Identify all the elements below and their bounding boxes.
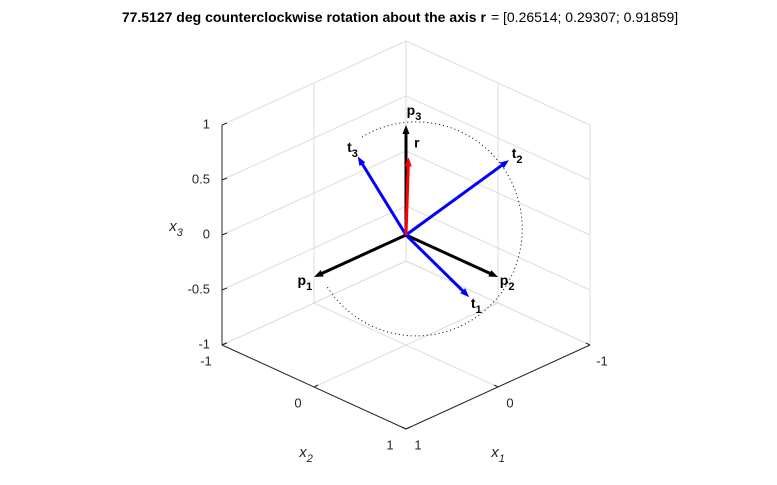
grid-line [405, 150, 591, 236]
y-tick-label: 1 [386, 437, 393, 452]
z-tick-label: 0 [203, 226, 210, 241]
vector-label-sub: 1 [476, 304, 482, 316]
vector-label: p1 [298, 272, 313, 293]
grid-line [221, 40, 407, 126]
vector-shaft [405, 161, 507, 237]
tick-mark [313, 384, 319, 388]
grid-line [221, 95, 407, 181]
grid-line [405, 95, 591, 181]
grid-line [405, 260, 591, 346]
grid-line [405, 40, 591, 126]
grid-line [313, 302, 499, 388]
x-tick-label: 1 [414, 437, 421, 452]
tick-mark [221, 232, 228, 236]
vector-label: t1 [471, 295, 482, 316]
vector-label: t3 [347, 139, 358, 160]
grid-line [221, 260, 407, 346]
vector-head [402, 125, 410, 134]
axis-label-text: x [490, 444, 499, 461]
z-tick-label: 1 [203, 116, 210, 131]
z-tick-label: -0.5 [188, 281, 210, 296]
axis-label-text: x [298, 444, 307, 461]
y-tick-label: -1 [200, 353, 212, 368]
vector-label-text: t [471, 295, 476, 311]
vector-label-text: p [500, 272, 509, 288]
axis-label-sub: 3 [177, 227, 184, 239]
tick-mark [405, 426, 411, 430]
tick-mark [493, 384, 499, 388]
x-tick-label: -1 [596, 353, 608, 368]
vector-label-sub: 2 [516, 154, 522, 166]
vector-label-text: r [414, 134, 420, 150]
vector-shaft [404, 161, 410, 236]
title-bold: 77.5127 deg counterclockwise rotation ab… [122, 9, 487, 25]
x-tick-label: 0 [506, 395, 513, 410]
vector-label: p2 [500, 272, 515, 293]
vector-head [460, 288, 470, 298]
chart-title: 77.5127 deg counterclockwise rotation ab… [122, 9, 678, 25]
vector-label: p3 [407, 102, 422, 123]
grid-line [221, 205, 407, 291]
axis-label-sub: 2 [306, 453, 313, 465]
tick-mark [221, 342, 227, 346]
title-normal: = [0.26514; 0.29307; 0.91859] [491, 9, 678, 25]
vector-shaft [358, 159, 408, 236]
tick-mark [585, 342, 591, 346]
vector-label-text: p [298, 272, 307, 288]
grid-line [405, 205, 591, 291]
vector-head [488, 270, 498, 277]
vector-shaft [404, 233, 468, 296]
vector-shaft [405, 233, 495, 277]
tick-mark [221, 177, 228, 181]
y-tick-label: 0 [294, 395, 301, 410]
vector-head [404, 157, 412, 167]
axis-label-text: x [168, 218, 177, 235]
vector-head [314, 270, 324, 277]
axis-label: x1 [490, 444, 505, 465]
z-tick-label: -1 [198, 336, 210, 351]
vector-label: t2 [512, 145, 523, 166]
vector-shaft [317, 233, 407, 277]
vector-head [499, 160, 510, 169]
tick-mark [401, 426, 407, 430]
tick-mark [221, 287, 228, 291]
tick-mark [221, 122, 228, 126]
z-tick-label: 0.5 [192, 171, 210, 186]
vector-label-sub: 2 [508, 281, 514, 293]
vector-label-sub: 1 [306, 281, 312, 293]
vector-label: r [414, 134, 420, 150]
vectors [314, 125, 510, 298]
vector-label-text: t [512, 145, 517, 161]
vector-head [357, 156, 366, 166]
axis-label: x2 [298, 444, 313, 465]
vector-label-text: p [407, 102, 416, 118]
grid-line [221, 150, 407, 236]
vector-label-sub: 3 [415, 111, 421, 123]
axis-label: x3 [168, 218, 184, 239]
axis-label-sub: 1 [499, 453, 505, 465]
vector-label-text: t [347, 139, 352, 155]
vector-label-sub: 3 [352, 148, 358, 160]
